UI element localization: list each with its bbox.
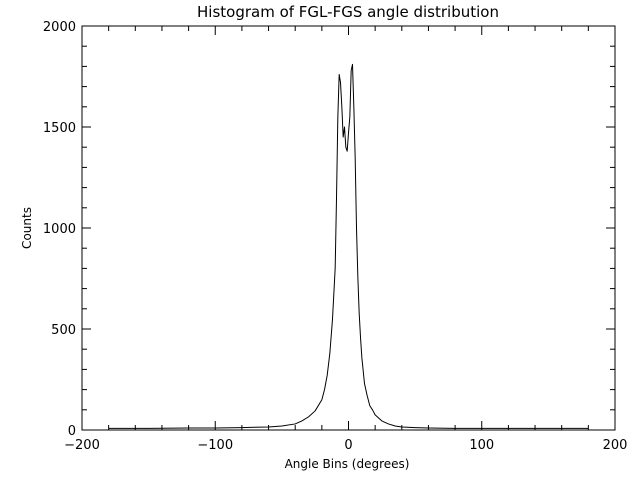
- x-tick-label: −100: [197, 438, 233, 453]
- y-tick-label: 500: [51, 323, 76, 338]
- data-series: [108, 63, 589, 429]
- chart-title: Histogram of FGL-FGS angle distribution: [197, 3, 499, 21]
- y-tick-label: 0: [68, 424, 76, 439]
- x-tick-label: 0: [344, 438, 352, 453]
- y-tick-label: 1000: [43, 222, 76, 237]
- x-tick-label: −200: [64, 438, 100, 453]
- y-axis-label: Counts: [20, 207, 34, 249]
- x-tick-label: 100: [469, 438, 494, 453]
- x-axis-label: Angle Bins (degrees): [285, 457, 410, 471]
- axis-ticks: [81, 25, 616, 431]
- y-tick-label: 2000: [43, 20, 76, 35]
- y-tick-label: 1500: [43, 121, 76, 136]
- series-line: [108, 63, 589, 429]
- x-tick-label: 200: [603, 438, 628, 453]
